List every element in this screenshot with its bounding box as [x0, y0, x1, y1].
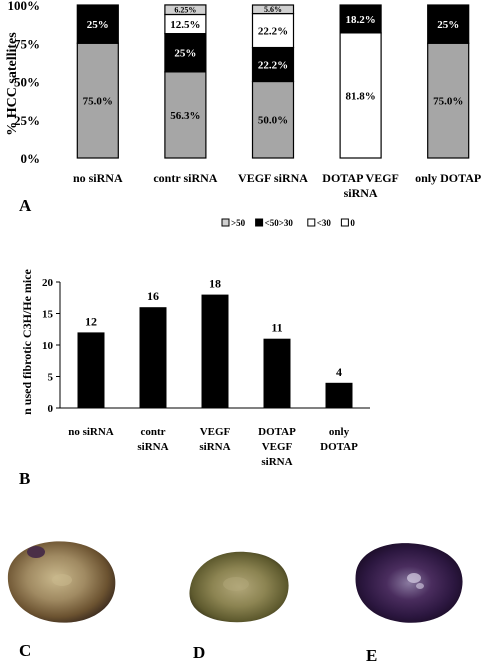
data-label: 5.6%	[264, 5, 282, 14]
bar-0	[77, 332, 105, 408]
panel-label-c: C	[19, 641, 32, 660]
x-tick-label: no siRNA	[68, 426, 114, 438]
data-label: 22.2%	[258, 59, 288, 71]
data-label: 25%	[437, 19, 459, 31]
x-tick-label: VEGF	[262, 441, 293, 453]
bar-segment-2-0	[251, 80, 295, 159]
legend-item: <30	[307, 218, 332, 228]
legend-item: 0	[340, 218, 355, 228]
value-label: 18	[209, 277, 221, 291]
liver-photo-e	[355, 543, 463, 623]
y-axis-label: % HCC satellites	[5, 32, 20, 136]
liver-photo-c	[7, 541, 116, 623]
y-tick-label: 0	[48, 403, 54, 415]
data-label: 25%	[174, 48, 196, 60]
y-tick-label: 100%	[8, 0, 41, 13]
x-tick-label: contr	[140, 426, 165, 438]
y-tick-label: 15	[42, 309, 54, 321]
panel-label-e: E	[366, 646, 378, 665]
data-label: 18.2%	[345, 14, 375, 26]
legend-swatch	[307, 218, 316, 227]
legend-label: >50	[231, 218, 246, 228]
y-tick-label: 50%	[14, 75, 40, 90]
panel-label-d: D	[193, 643, 206, 662]
x-tick-label: contr siRNA	[153, 171, 217, 185]
data-label: 75.0%	[83, 95, 113, 107]
mice-count-bar-chart: 0 5 10 15 20 12 16 18 11 4 no siRNA contr siRNA VEG…	[20, 268, 370, 468]
data-label: 56.3%	[170, 110, 200, 122]
bar-2	[201, 294, 229, 408]
value-label: 12	[85, 314, 97, 328]
data-label: 22.2%	[258, 25, 288, 37]
y-tick-label: 25%	[14, 113, 40, 128]
x-tick-label: only	[329, 426, 350, 438]
panel-label-a: A	[19, 196, 32, 215]
panel-label-b: B	[19, 469, 31, 488]
y-axis-label: n used fibrotic C3H/He mice	[20, 268, 34, 414]
liver-photographs	[7, 541, 463, 623]
bar-segment-3-1	[339, 32, 382, 159]
bar-segment-4-2	[427, 4, 470, 44]
legend-swatch	[340, 218, 349, 227]
x-tick-label: DOTAP VEGF	[322, 171, 399, 185]
stacked-percent-bar-chart: 0% 25% 50% 75% 100% 75.0% 25% 56.3% 25% 12.5% 6.2…	[5, 0, 481, 228]
y-tick-label: 5	[48, 372, 54, 384]
bar-4	[325, 382, 353, 408]
x-tick-label: DOTAP	[258, 426, 296, 438]
legend-swatch	[255, 218, 264, 227]
legend-label: <30	[317, 218, 332, 228]
x-tick-label-line2: siRNA	[344, 186, 378, 200]
bar-3	[263, 338, 291, 408]
data-label: 75.0%	[433, 95, 463, 107]
x-tick-label: siRNA	[261, 456, 292, 468]
x-tick-label: VEGF siRNA	[238, 171, 308, 185]
bar-1	[139, 307, 167, 408]
value-label: 11	[271, 321, 282, 335]
legend-item: <50>30	[255, 218, 294, 228]
bar-segment-0-0	[76, 42, 119, 159]
data-label: 81.8%	[345, 90, 375, 102]
x-tick-label: siRNA	[199, 441, 230, 453]
y-tick-label: 10	[42, 340, 54, 352]
bar-segment-2-2	[251, 46, 295, 83]
y-tick-label: 75%	[14, 36, 40, 51]
x-tick-label: VEGF	[200, 426, 231, 438]
bar-segment-2-3	[251, 12, 295, 49]
x-tick-label: DOTAP	[320, 441, 358, 453]
bar-segment-0-2	[76, 4, 119, 44]
x-tick-label: siRNA	[137, 441, 168, 453]
legend-label: <50>30	[265, 218, 294, 228]
legend-label: 0	[350, 218, 355, 228]
liver-photo-d	[189, 551, 289, 623]
data-label: 25%	[87, 19, 109, 31]
legend-swatch	[221, 218, 230, 227]
data-label: 50.0%	[258, 115, 288, 127]
value-label: 16	[147, 289, 159, 303]
legend-item: >50	[221, 218, 246, 228]
x-tick-label: no siRNA	[73, 171, 123, 185]
bar-segment-3-2	[339, 4, 382, 34]
y-tick-label: 20	[42, 277, 54, 289]
y-tick-label: 0%	[21, 151, 41, 166]
bar-segment-4-0	[427, 42, 470, 159]
x-tick-label: only DOTAP	[415, 171, 481, 185]
data-label: 12.5%	[170, 19, 200, 31]
bar-segment-1-4	[164, 4, 207, 16]
bar-segment-2-4	[251, 4, 295, 15]
data-label: 6.25%	[174, 6, 196, 15]
value-label: 4	[336, 365, 342, 379]
